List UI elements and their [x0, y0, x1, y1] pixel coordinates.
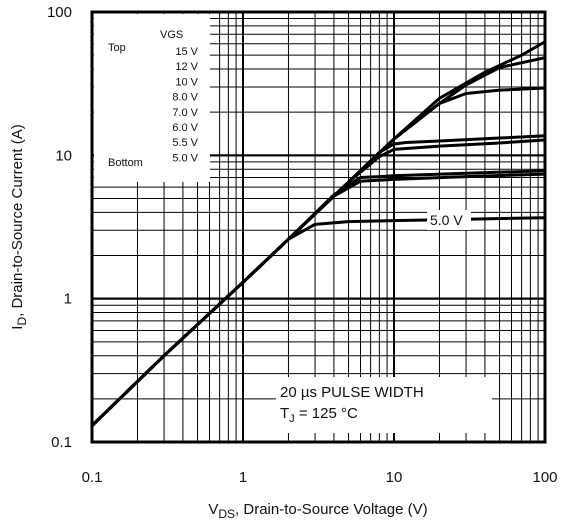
- annotation-box: 20 µs PULSE WIDTH TJ = 125 °C: [276, 377, 492, 433]
- x-axis-label-main: V: [208, 501, 218, 518]
- x-axis-label: VDS, Drain-to-Source Voltage (V): [208, 501, 427, 521]
- y-axis-label-rest: , Drain-to-Source Current (A): [9, 124, 26, 317]
- legend-entry: 12 V: [175, 61, 198, 73]
- legend-entry: 8.0 V: [172, 92, 198, 104]
- x-tick-label: 0.1: [82, 469, 103, 486]
- x-tick-label: 100: [532, 469, 557, 486]
- legend: VGS Top Bottom 15 V 12 V 10 V 8.0 V 7.0 V 6.0…: [94, 14, 210, 182]
- legend-box: [94, 14, 210, 182]
- x-axis-label-rest: , Drain-to-Source Voltage (V): [235, 501, 428, 518]
- y-tick-label: 10: [55, 147, 72, 164]
- annotation-bg: [276, 377, 492, 433]
- legend-entry: 5.5 V: [172, 137, 198, 149]
- curve-label-box: 5.0 V: [427, 210, 471, 230]
- curve-label: 5.0 V: [430, 212, 463, 228]
- legend-header: VGS: [160, 29, 183, 41]
- legend-entry: 6.0 V: [172, 122, 198, 134]
- legend-entry: 15 V: [175, 46, 198, 58]
- tj-text: TJ = 125 °C: [280, 405, 358, 425]
- y-axis-label: ID, Drain-to-Source Current (A): [9, 124, 29, 329]
- y-tick-label: 0.1: [51, 434, 72, 451]
- y-axis-label-sub: D: [15, 317, 29, 326]
- series-line-5-0-v: [90, 216, 547, 428]
- y-tick-label: 1: [64, 291, 72, 308]
- y-axis-label-main: I: [9, 326, 26, 330]
- x-tick-label: 1: [239, 469, 247, 486]
- legend-entry: 7.0 V: [172, 107, 198, 119]
- legend-entry: 10 V: [175, 76, 198, 88]
- x-axis-label-sub: DS: [218, 507, 235, 521]
- y-tick-label: 100: [47, 4, 72, 21]
- y-tick-labels: 0.1 1 10 100: [47, 4, 72, 451]
- tj-main: T: [280, 405, 289, 422]
- tj-sub: J: [289, 413, 295, 425]
- curve-label-bg: [427, 210, 471, 230]
- x-tick-label: 10: [386, 469, 403, 486]
- legend-top-label: Top: [108, 42, 126, 54]
- series-lines: [90, 40, 547, 428]
- pulse-width-text: 20 µs PULSE WIDTH: [280, 384, 424, 401]
- legend-bottom-label: Bottom: [108, 157, 143, 169]
- x-tick-labels: 0.1 1 10 100: [82, 469, 558, 486]
- tj-rest: = 125 °C: [295, 405, 358, 422]
- plot-border: [90, 10, 547, 444]
- legend-entry: 5.0 V: [172, 152, 198, 164]
- legend-entries: 15 V 12 V 10 V 8.0 V 7.0 V 6.0 V 5.5 V 5.0 V: [172, 46, 198, 164]
